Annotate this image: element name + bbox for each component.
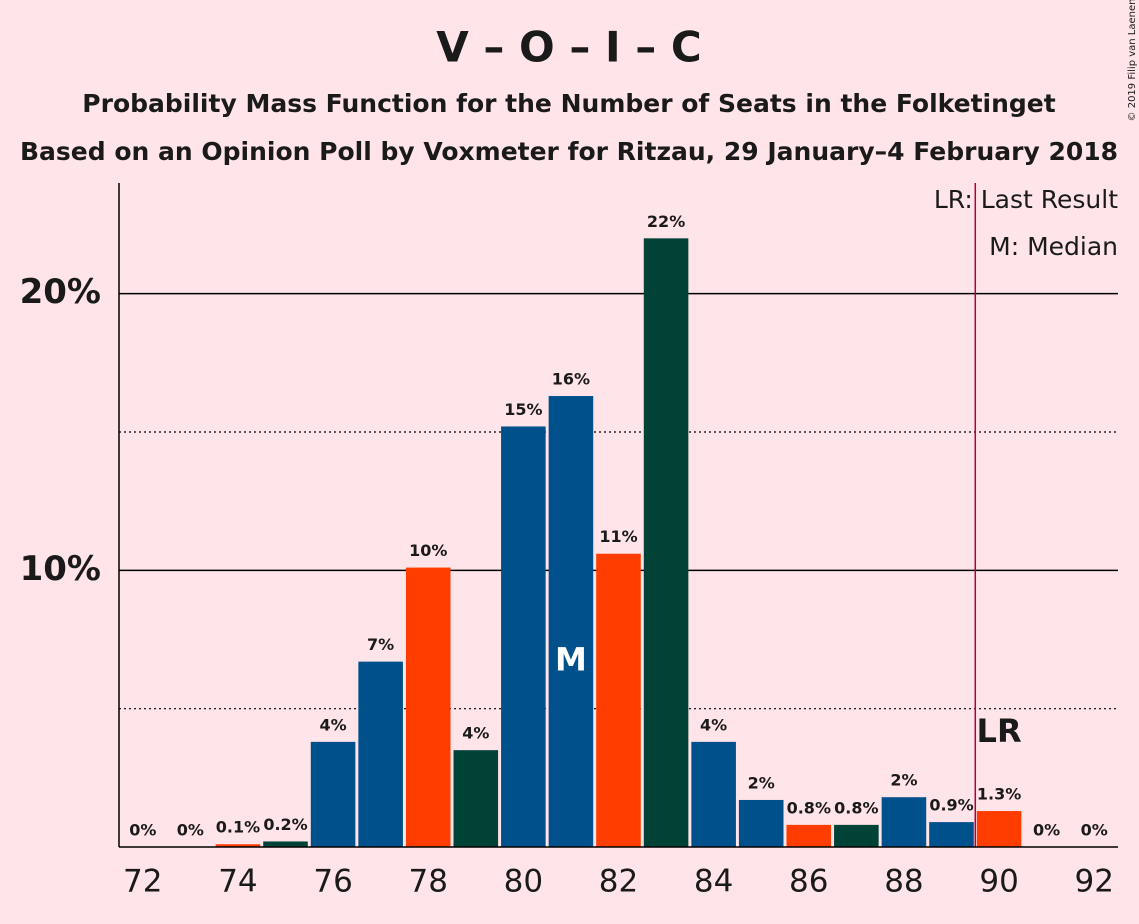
- x-tick-label: 76: [313, 864, 352, 900]
- bar: [215, 844, 261, 847]
- x-tick-label: 90: [979, 864, 1018, 900]
- x-tick-label: 84: [694, 864, 733, 900]
- value-label: 0.8%: [787, 798, 831, 817]
- y-tick-label: 20%: [20, 272, 101, 312]
- value-label: 4%: [700, 715, 727, 734]
- bar: [358, 661, 403, 847]
- value-label: 0.9%: [929, 796, 973, 815]
- y-tick-label: 10%: [20, 549, 101, 589]
- x-tick-label: 92: [1074, 864, 1113, 900]
- value-label: 11%: [599, 527, 637, 546]
- bar: [834, 824, 879, 847]
- value-label: 0.1%: [216, 818, 260, 837]
- value-label: 4%: [319, 715, 346, 734]
- value-label: 0.2%: [263, 815, 307, 834]
- bar: [453, 750, 499, 847]
- value-label: 4%: [462, 724, 489, 743]
- value-label: 22%: [647, 212, 685, 231]
- bar: [929, 822, 974, 847]
- x-tick-label: 78: [408, 864, 447, 900]
- x-tick-label: 88: [884, 864, 923, 900]
- chart-title: V – O – I – C: [436, 23, 701, 72]
- bar: [501, 426, 546, 847]
- legend-entry: LR: Last Result: [934, 185, 1118, 214]
- bar: [596, 553, 641, 847]
- value-label: 2%: [748, 773, 775, 792]
- x-tick-label: 82: [599, 864, 638, 900]
- bar: [976, 811, 1022, 847]
- bar: [643, 238, 689, 848]
- bar: [691, 741, 736, 847]
- median-marker: M: [555, 641, 587, 679]
- value-label: 1.3%: [977, 785, 1021, 804]
- subtitle: Probability Mass Function for the Number…: [82, 89, 1055, 118]
- value-label: 0%: [1033, 821, 1060, 840]
- bar: [310, 741, 356, 847]
- legend-entry: M: Median: [989, 232, 1118, 261]
- value-label: 15%: [504, 400, 542, 419]
- value-label: 7%: [367, 635, 394, 654]
- x-tick-label: 80: [504, 864, 543, 900]
- x-tick-label: 72: [123, 864, 162, 900]
- bar: [786, 824, 832, 847]
- value-label: 0%: [129, 821, 156, 840]
- value-label: 0%: [1081, 821, 1108, 840]
- value-label: 2%: [890, 771, 917, 790]
- bar: [263, 841, 308, 847]
- value-label: 16%: [552, 370, 590, 389]
- subtitle: Based on an Opinion Poll by Voxmeter for…: [20, 137, 1118, 166]
- bar: [881, 797, 927, 847]
- x-tick-label: 74: [218, 864, 257, 900]
- value-label: 0.8%: [834, 798, 878, 817]
- last-result-marker: LR: [977, 712, 1022, 750]
- bar: [738, 799, 784, 847]
- bar: [405, 567, 451, 847]
- x-tick-label: 86: [789, 864, 828, 900]
- copyright: © 2019 Filip van Laenen: [1127, 0, 1138, 121]
- bar: [548, 396, 594, 847]
- value-label: 10%: [409, 541, 447, 560]
- value-label: 0%: [177, 821, 204, 840]
